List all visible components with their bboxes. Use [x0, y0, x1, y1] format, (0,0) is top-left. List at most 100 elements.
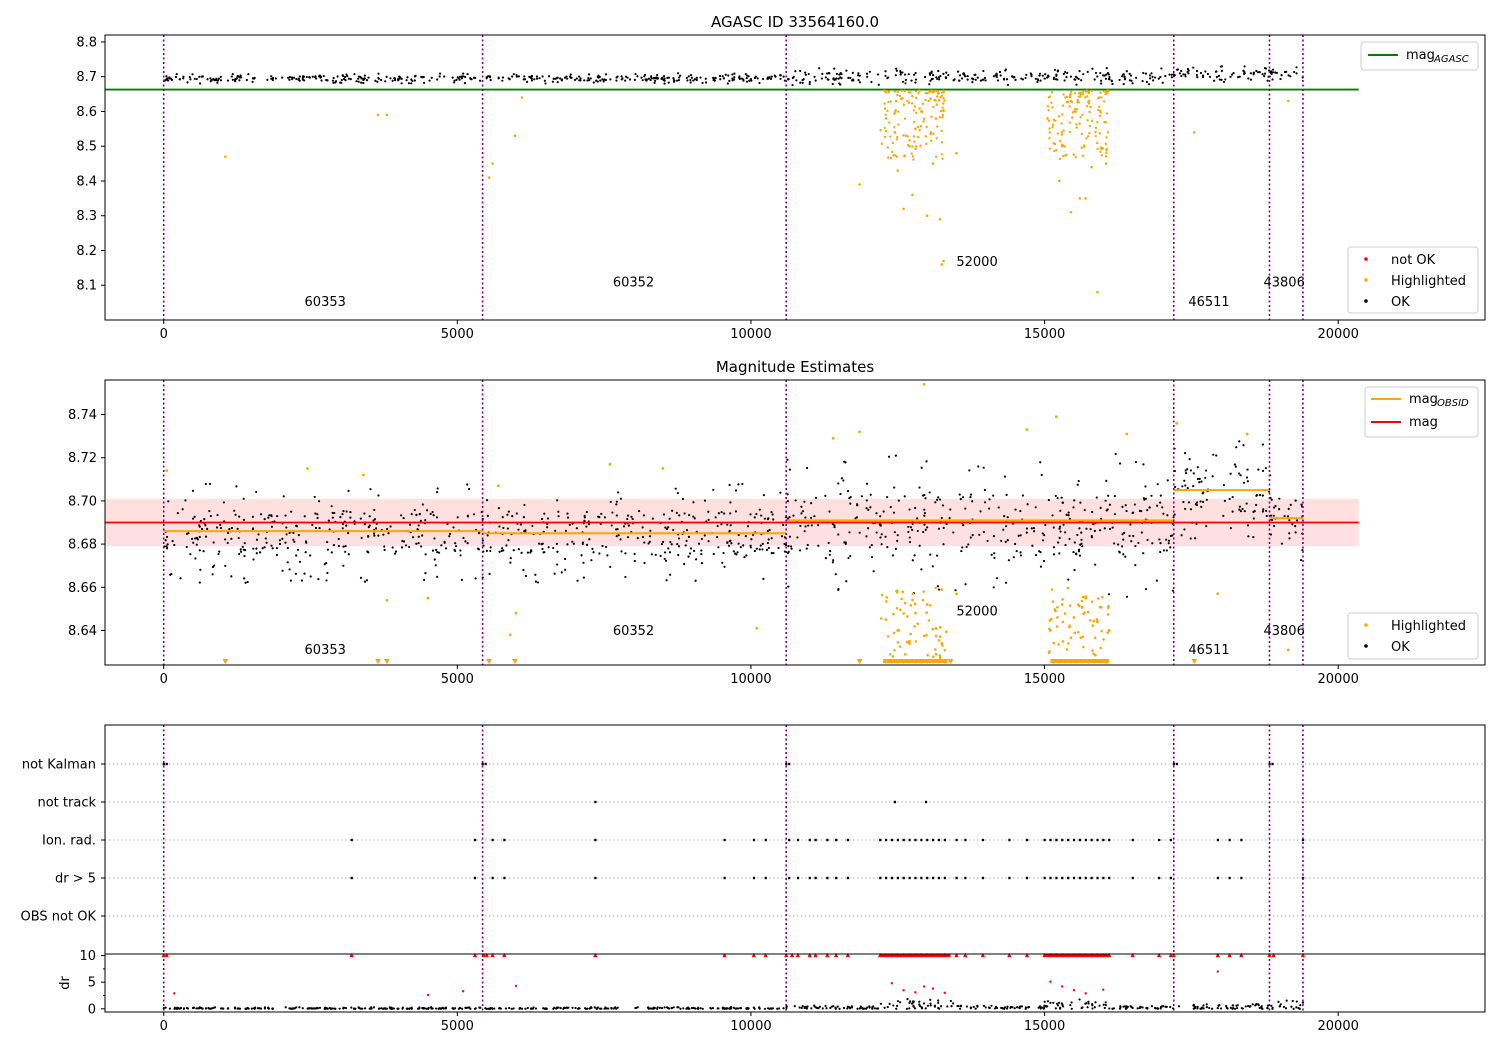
ok-point: [920, 568, 923, 571]
highlighted-point: [938, 656, 942, 659]
ok-point: [218, 550, 221, 553]
ok-point: [308, 76, 311, 79]
flag-point: [1096, 838, 1099, 842]
ok-point: [1081, 545, 1084, 548]
clipped-marker: [1191, 659, 1198, 664]
ok-point: [1162, 512, 1165, 515]
highlighted-point: [884, 113, 887, 116]
ok-point: [243, 554, 246, 558]
ok-point: [782, 523, 785, 527]
obsid-label: 60353: [305, 643, 346, 658]
ok-point: [988, 498, 991, 501]
ok-point: [437, 551, 441, 554]
dr-point: [919, 1005, 922, 1008]
ok-point: [1196, 477, 1200, 481]
ok-point: [1247, 77, 1250, 80]
dr-point: [1295, 1006, 1298, 1009]
ok-point: [880, 533, 883, 536]
ok-point: [942, 526, 945, 529]
ok-point: [438, 75, 441, 78]
dr-point: [950, 1005, 953, 1008]
ok-point: [856, 74, 860, 77]
highlighted-point: [906, 99, 909, 103]
ok-point: [251, 528, 254, 531]
dr-point: [213, 1006, 217, 1009]
dr-point: [1087, 1002, 1090, 1005]
ok-point: [204, 524, 207, 527]
ok-point: [536, 581, 540, 584]
flag-point: [885, 838, 888, 842]
ok-point: [918, 544, 921, 547]
ok-point: [791, 76, 794, 80]
ok-point: [1288, 537, 1291, 540]
ok-point: [316, 516, 319, 520]
dr-point: [776, 1007, 779, 1010]
highlighted-point: [917, 91, 920, 95]
dr-point: [510, 1007, 513, 1010]
ok-point: [1056, 70, 1059, 73]
dr-point: [1171, 1007, 1175, 1010]
highlighted-point: [898, 94, 902, 98]
ok-point: [918, 486, 921, 489]
ok-point: [806, 543, 809, 547]
dr-point: [177, 1007, 180, 1010]
ok-point: [700, 549, 703, 552]
highlighted-point: [895, 155, 898, 158]
ok-point: [967, 543, 970, 546]
ok-point: [1129, 74, 1133, 77]
ok-point: [726, 523, 729, 526]
ok-point: [477, 548, 481, 551]
ok-point: [606, 554, 609, 557]
ok-point: [712, 552, 715, 556]
ok-point: [530, 79, 534, 82]
flag-point: [503, 838, 506, 842]
ok-point: [960, 77, 964, 80]
flag-point: [846, 876, 850, 880]
flag-point: [796, 876, 800, 880]
ok-point: [432, 514, 435, 517]
ok-point: [1223, 499, 1226, 502]
highlighted-point: [1072, 616, 1076, 619]
ok-point: [978, 533, 981, 536]
ok-point: [1201, 492, 1204, 495]
flag-point: [908, 876, 911, 880]
ok-point: [631, 517, 634, 521]
ok-point: [929, 79, 932, 82]
highlighted-point: [908, 91, 911, 94]
ok-point: [405, 79, 408, 82]
ok-point: [347, 553, 350, 556]
highlighted-point: [1065, 100, 1069, 104]
ok-point: [786, 499, 789, 503]
highlighted-point: [1095, 618, 1099, 621]
ok-point: [1052, 76, 1056, 79]
highlighted-point: [1069, 99, 1073, 103]
highlighted-point: [922, 120, 925, 123]
ok-point: [314, 526, 318, 530]
ok-point: [992, 534, 996, 538]
ok-point: [365, 579, 369, 582]
dr-point: [834, 1007, 837, 1010]
ok-point: [1264, 509, 1268, 512]
ok-point: [317, 578, 320, 581]
dr-outlier-point: [1060, 985, 1064, 988]
flag-point: [788, 876, 791, 880]
dr-point: [1292, 1007, 1295, 1010]
ok-point: [334, 80, 338, 83]
ok-point: [992, 75, 995, 78]
ok-point: [1160, 67, 1163, 70]
ok-point: [517, 528, 520, 531]
ok-point: [746, 525, 750, 528]
highlighted-point: [884, 117, 888, 120]
flag-point: [1158, 838, 1161, 842]
highlighted-point: [918, 129, 921, 132]
highlighted-point: [893, 648, 896, 652]
dr-point: [1049, 1001, 1052, 1004]
ok-point: [1042, 559, 1046, 563]
ok-point: [511, 515, 514, 518]
highlighted-point: [934, 117, 938, 120]
ok-point: [744, 72, 747, 76]
highlighted-point: [904, 653, 907, 656]
flag-point: [926, 876, 929, 880]
ok-point: [331, 79, 335, 82]
ok-point: [865, 507, 868, 510]
